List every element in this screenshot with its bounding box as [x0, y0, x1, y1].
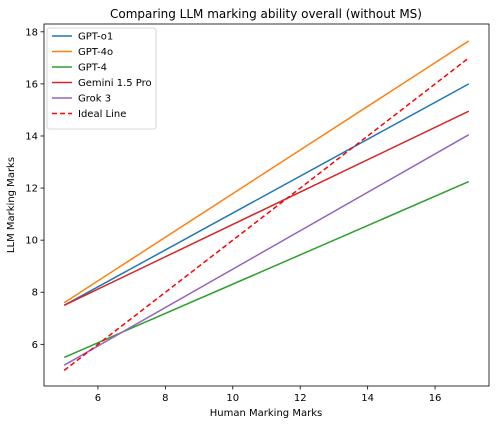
series-line-2 [63, 180, 470, 359]
legend-label: Grok 3 [78, 94, 111, 105]
plot-frame [43, 23, 490, 387]
legend-label: Gemini 1.5 Pro [78, 78, 152, 89]
series-line-5 [63, 57, 470, 371]
y-tick-label: 10 [25, 236, 38, 247]
series-line-4 [63, 134, 470, 366]
x-tick-label: 10 [226, 393, 239, 404]
y-tick-label: 16 [25, 79, 38, 90]
legend-box [46, 27, 157, 130]
y-tick-label: 12 [25, 184, 38, 195]
series-line-0 [63, 83, 470, 306]
legend: GPT-o1 GPT-4o GPT-4 Gemini 1.5 Pro Grok 3 Ide… [46, 27, 157, 130]
y-axis-label: LLM Marking Marks [6, 157, 17, 253]
x-tick-label: 14 [361, 393, 374, 404]
y-axis-ticks: 6 8 10 12 14 16 18 [25, 27, 44, 351]
legend-label: GPT-4 [78, 63, 107, 74]
x-tick-label: 8 [162, 393, 168, 404]
series-line-3 [63, 110, 470, 306]
legend-label: GPT-o1 [78, 32, 113, 43]
x-tick-label: 12 [294, 393, 307, 404]
x-axis-ticks: 6 8 10 12 14 16 [95, 386, 442, 404]
y-tick-label: 18 [25, 27, 38, 38]
plot-lines [63, 40, 470, 371]
x-tick-label: 16 [429, 393, 442, 404]
series-line-1 [63, 40, 470, 304]
chart-title: Comparing LLM marking ability overall (w… [110, 7, 422, 21]
y-tick-label: 8 [32, 288, 38, 299]
y-tick-label: 14 [25, 131, 38, 142]
x-tick-label: 6 [95, 393, 101, 404]
legend-label: GPT-4o [78, 47, 113, 58]
y-tick-label: 6 [32, 340, 38, 351]
x-axis-label: Human Marking Marks [210, 408, 322, 419]
legend-label: Ideal Line [78, 109, 126, 120]
